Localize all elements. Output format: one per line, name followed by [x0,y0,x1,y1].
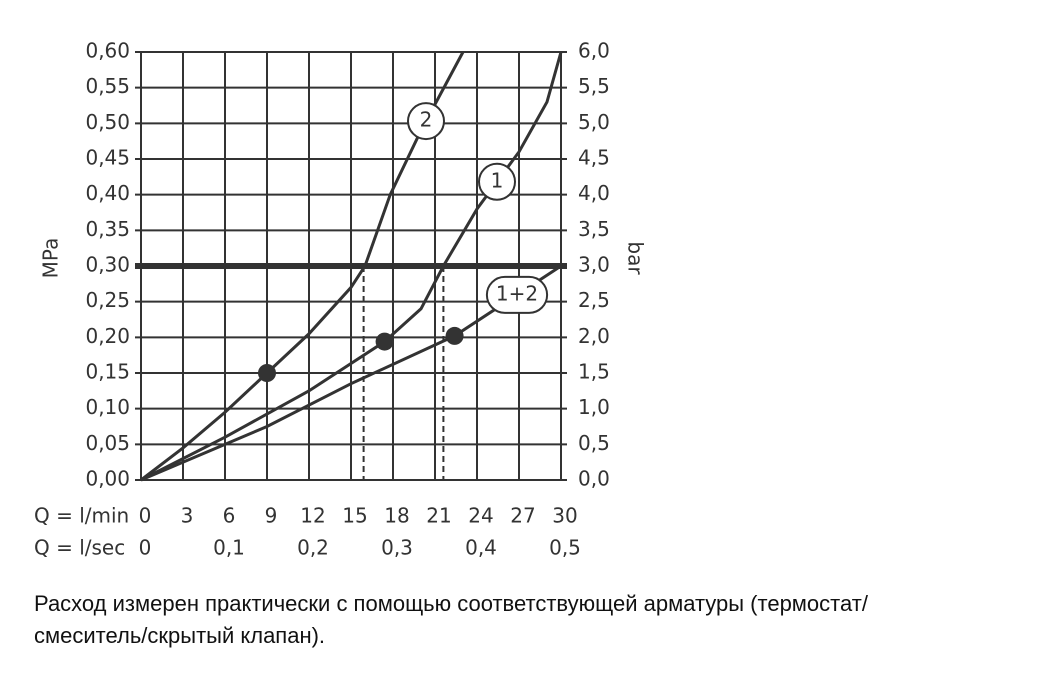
y2-tick-label: 4,5 [578,146,610,170]
y2-tick-label: 1,5 [578,360,610,384]
y-tick-label: 0,20 [85,324,130,348]
x-tick-label: 24 [468,504,493,528]
x-tick-label: 27 [510,504,535,528]
x2-tick-label: 0 [139,536,152,560]
x-tick-label: 6 [223,504,236,528]
caption-line: смеситель/скрытый клапан). [34,623,325,648]
y-tick-label: 0,05 [85,431,130,455]
curve [140,264,562,482]
y2-tick-label: 0,0 [578,467,610,491]
series-label: 1 [491,168,504,192]
x-tick-label: 18 [384,504,409,528]
y2-axis-label: bar [624,241,648,275]
y-tick-label: 0,45 [85,146,130,170]
y-tick-label: 0,40 [85,181,130,205]
y2-tick-label: 5,5 [578,74,610,98]
y2-tick-label: 5,0 [578,110,610,134]
y2-tick-label: 0,5 [578,431,610,455]
y-tick-label: 0,60 [85,39,130,63]
x-tick-label: 21 [426,504,451,528]
x2-tick-label: 0,2 [297,536,329,560]
x2-tick-label: 0,1 [213,536,245,560]
y-tick-label: 0,35 [85,217,130,241]
y2-tick-label: 3,0 [578,253,610,277]
marker [258,364,276,382]
y2-tick-label: 2,5 [578,288,610,312]
x2-tick-label: 0,3 [381,536,413,560]
x-tick-label: 12 [300,504,325,528]
series-label: 2 [420,108,433,132]
y-tick-label: 0,55 [85,74,130,98]
x2-tick-label: 0,5 [549,536,581,560]
y-tick-label: 0,30 [85,253,130,277]
y2-tick-label: 1,0 [578,395,610,419]
series-label: 1+2 [496,281,538,305]
y-tick-label: 0,15 [85,360,130,384]
curve [140,51,563,482]
x-tick-label: 3 [181,504,194,528]
x2-tick-label: 0,4 [465,536,497,560]
series-label-box [485,275,549,314]
y-tick-label: 0,50 [85,110,130,134]
caption-line: Расход измерен практически с помощью соо… [34,591,869,616]
y-tick-label: 0,00 [85,467,130,491]
x-tick-label: 30 [552,504,577,528]
y2-tick-label: 4,0 [578,181,610,205]
x-axis-label: Q = l/min [34,504,129,528]
y-tick-label: 0,10 [85,395,130,419]
marker [375,332,394,351]
series-label-box [478,162,516,201]
x2-axis-label: Q = l/sec [34,536,125,560]
y2-tick-label: 2,0 [578,324,610,348]
y-tick-label: 0,25 [85,288,130,312]
y2-tick-label: 6,0 [578,39,610,63]
x-tick-label: 15 [342,504,367,528]
curve [140,51,465,482]
series-label-box [407,102,445,141]
x-tick-label: 0 [139,504,152,528]
y2-tick-label: 3,5 [578,217,610,241]
y-axis-label: MPa [39,238,63,279]
marker [445,326,464,345]
x-tick-label: 9 [265,504,278,528]
